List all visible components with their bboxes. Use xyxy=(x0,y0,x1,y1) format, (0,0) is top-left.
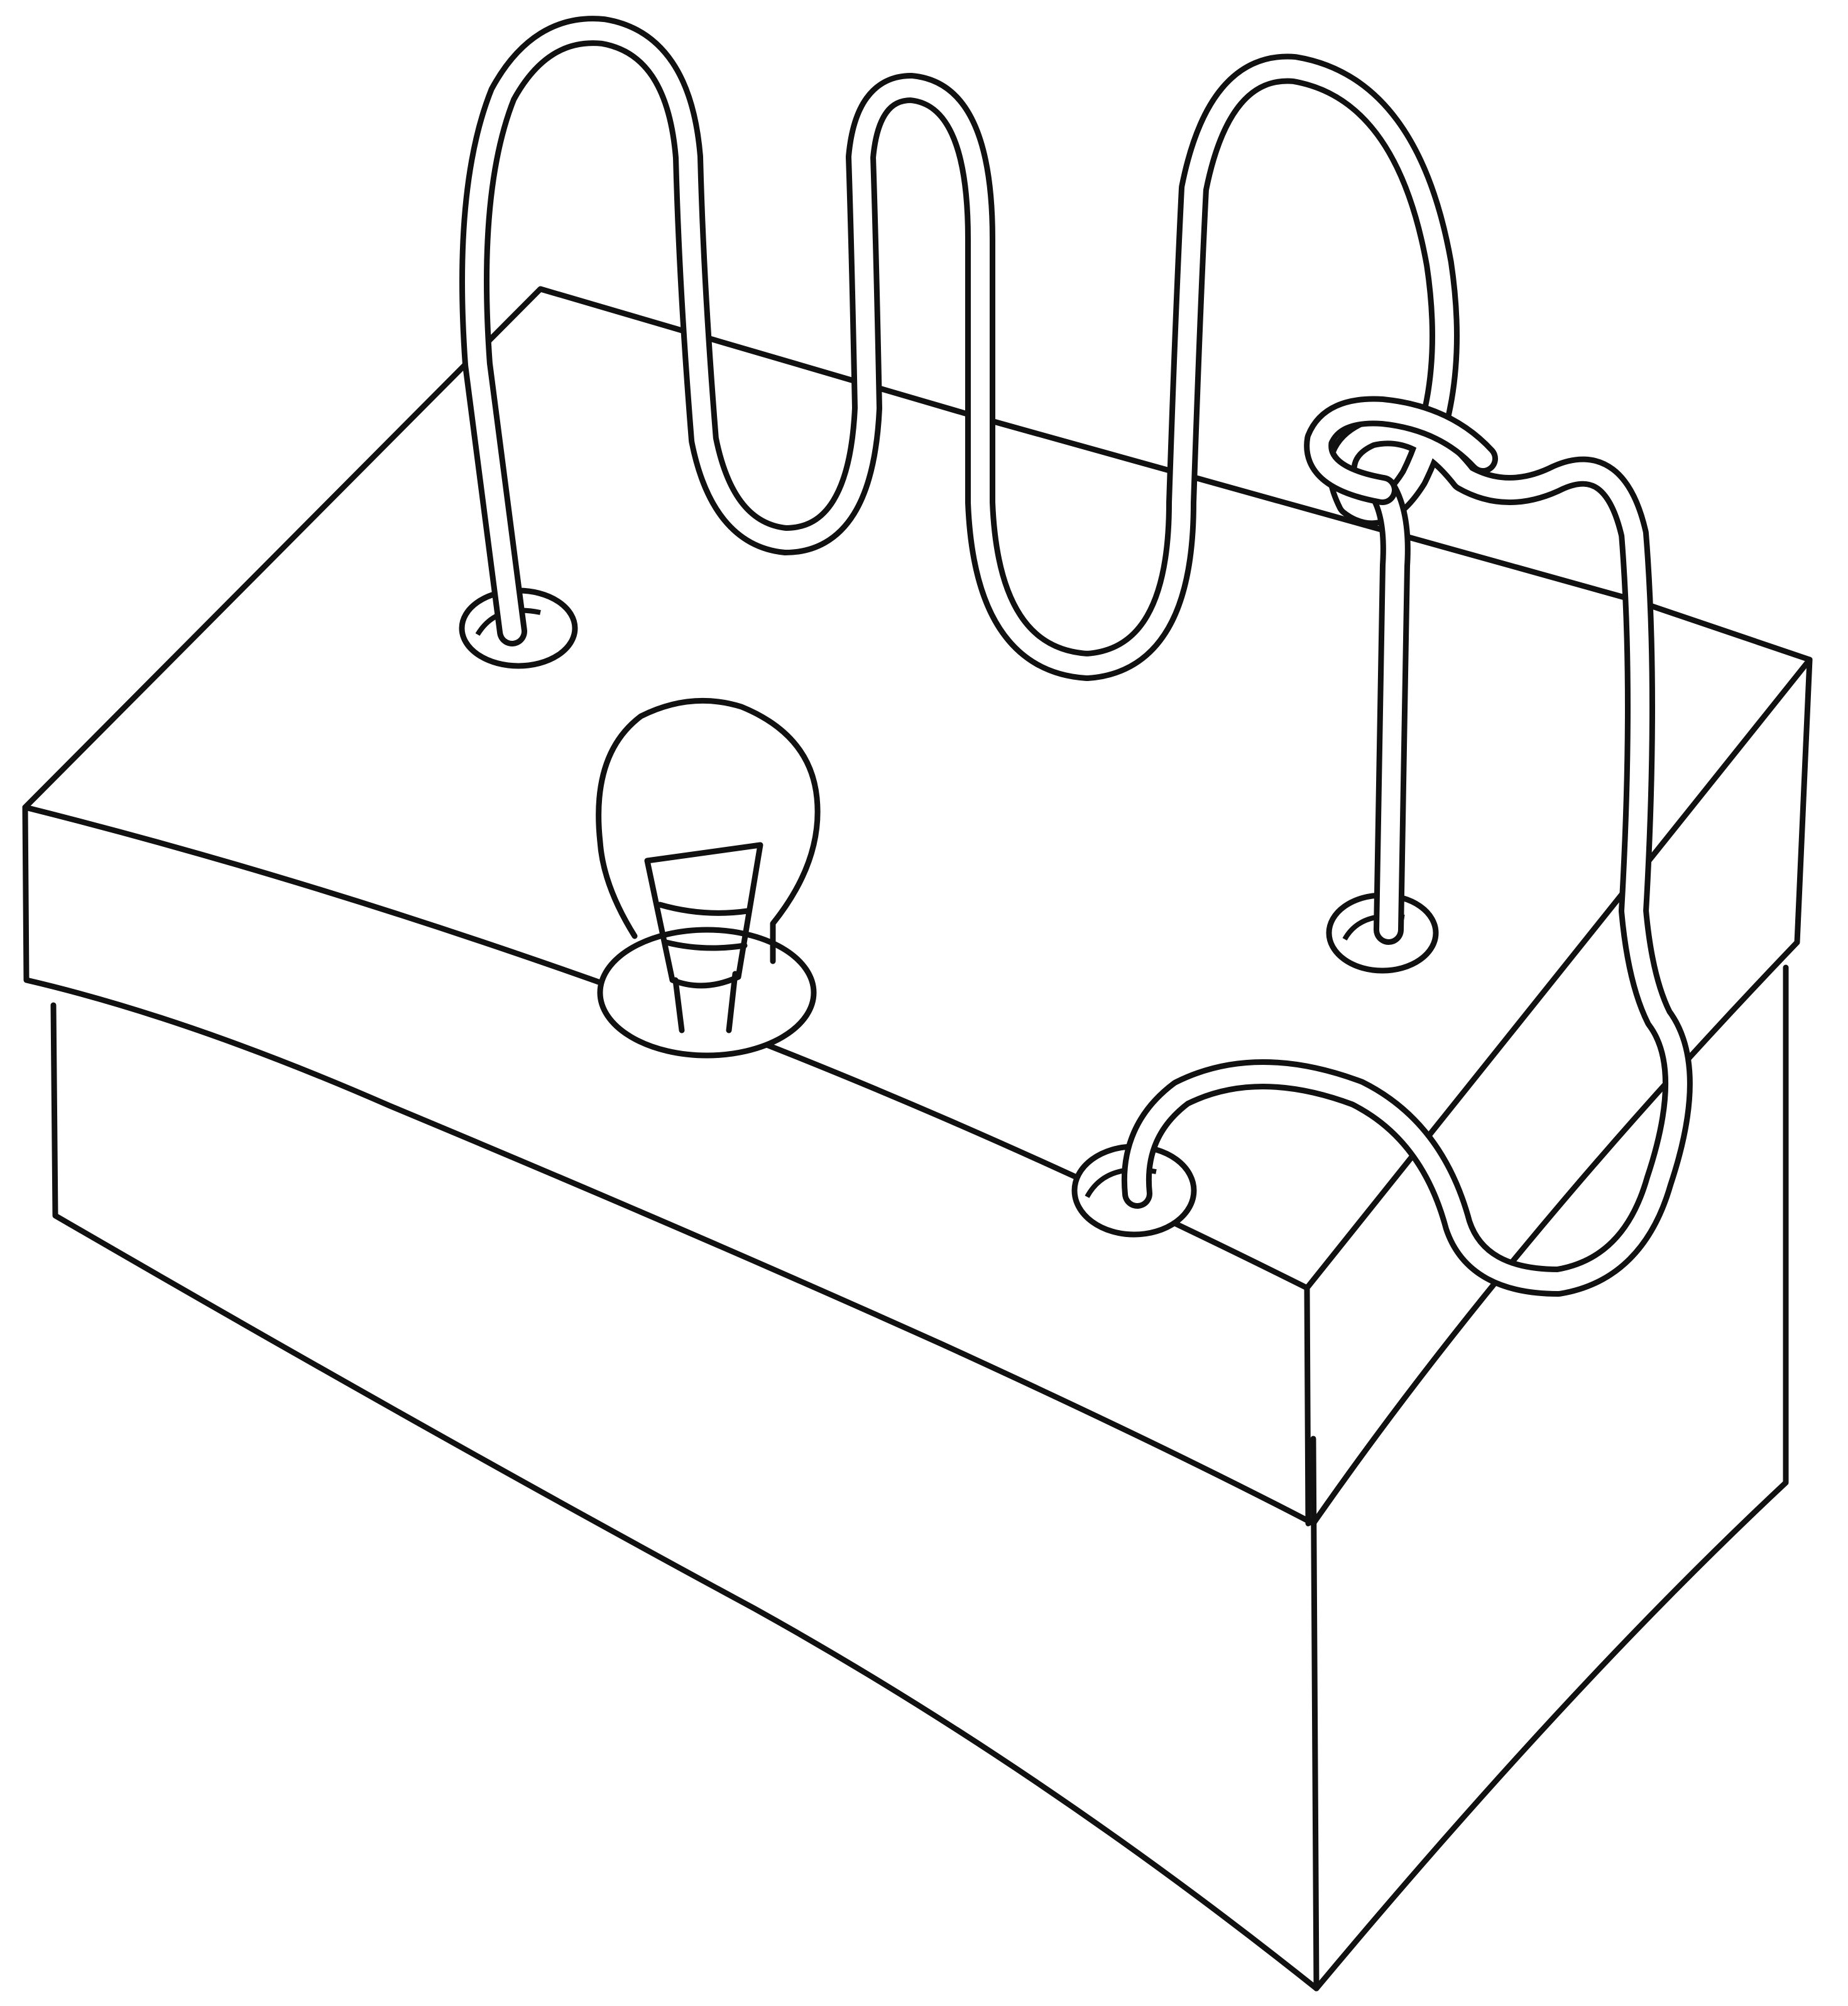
bulb-socket-hole xyxy=(597,927,817,1059)
buzz-wire-core xyxy=(465,21,1687,1291)
light-bulb-base xyxy=(672,971,738,1033)
box-lid-top-face xyxy=(22,286,1813,1291)
light-bulb-icon xyxy=(596,697,821,1033)
light-bulb-thread-1 xyxy=(657,902,751,916)
loop-wand-ring-core xyxy=(1309,401,1492,499)
loop-wand xyxy=(1304,396,1498,945)
box-lid-left-face xyxy=(22,804,1316,1527)
box-base-right-face xyxy=(1313,964,1789,1992)
light-bulb-thread-2 xyxy=(663,939,748,951)
lid-holes xyxy=(459,587,1439,1238)
box-base-left-face xyxy=(50,1002,1320,1992)
buzz-wire xyxy=(459,16,1693,1297)
light-bulb-glass xyxy=(596,697,821,964)
box-base xyxy=(50,964,1789,1992)
box-lid-right-face xyxy=(1310,657,1813,1527)
box-base-front-edge xyxy=(1310,1436,1320,1992)
box-lid-front-edge xyxy=(1304,1285,1311,1527)
